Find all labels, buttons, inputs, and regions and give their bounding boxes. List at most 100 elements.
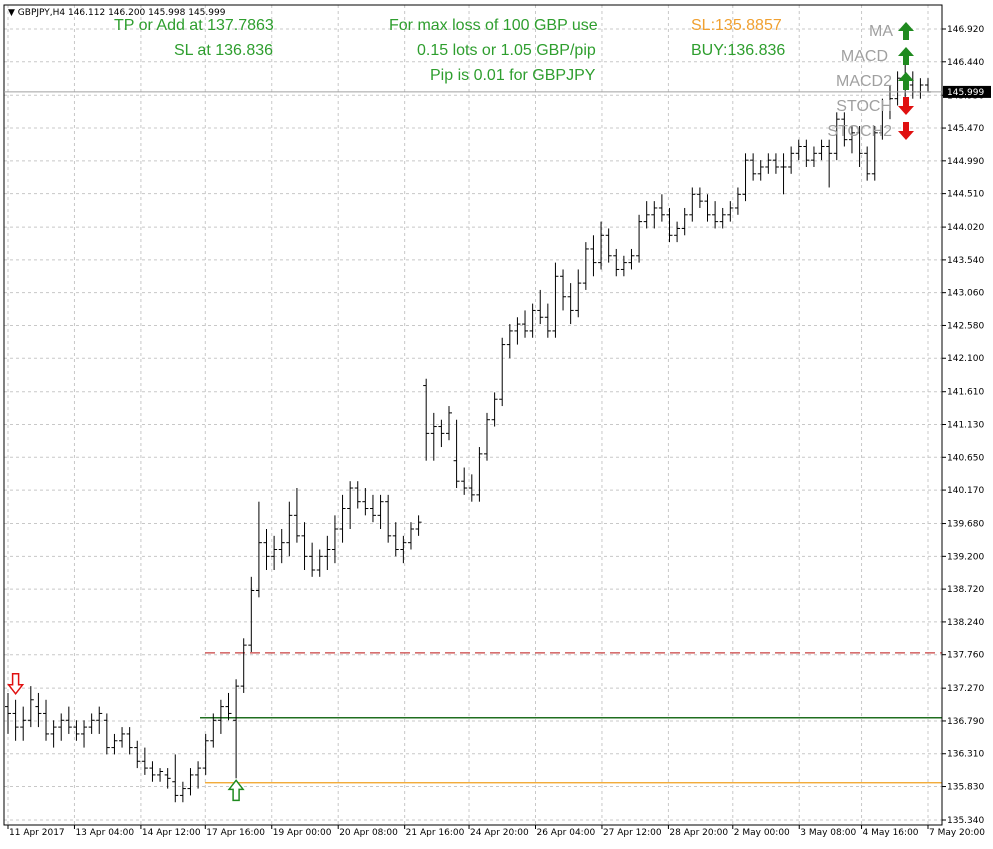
ohlc-bar [476,447,483,502]
ohlc-bar [301,522,308,570]
ohlc-bar [392,522,399,557]
ohlc-bar [141,747,148,775]
y-tick-label: 139.200 [947,552,984,562]
ohlc-bar [164,768,171,789]
ohlc-bar [514,317,521,345]
ohlc-bar [803,139,810,167]
ohlc-bar [233,679,240,779]
ohlc-bar [833,112,840,161]
ohlc-bar [149,761,156,782]
ohlc-bar [81,720,88,748]
tp-text: TP or Add at 137.7863 [114,17,274,34]
ohlc-bar [354,481,361,509]
y-tick-label: 146.440 [947,58,984,68]
buy-text: BUY:136.836 [691,42,786,59]
y-tick-label: 135.340 [947,816,984,826]
buy-signal-arrow-icon [227,779,245,802]
ohlc-bar [529,303,536,338]
current-price-box [943,85,991,98]
plot-frame [3,4,943,826]
ohlc-bar [43,699,50,741]
ohlc-bar [484,412,491,461]
ohlc-bar [65,706,72,734]
ohlc-bar [225,692,232,721]
y-tick-label: 138.240 [947,618,984,628]
ohlc-readout: 146.112 146.200 145.998 145.999 [67,8,226,18]
ohlc-bar [742,153,749,202]
ohlc-bar [103,713,110,755]
y-tick-label: 144.510 [947,190,984,200]
ohlc-bar [788,146,795,174]
ohlc-bar [172,754,179,803]
ohlc-bar [385,494,392,543]
ohlc-bar [856,125,863,167]
ohlc-bar [666,207,673,243]
ohlc-bar [826,139,833,188]
ohlc-bar [734,187,741,215]
x-tick-label: 26 Apr 04:00 [536,828,595,838]
ohlc-bar [590,235,597,277]
x-tick-label: 27 Apr 12:00 [603,828,662,838]
current-price-label: 145.999 [947,88,984,98]
ohlc-bar [780,153,787,195]
ohlc-bar [810,146,817,167]
x-tick-label: 24 Apr 20:00 [470,828,529,838]
indicator-macd2-label: MACD2 [835,73,892,90]
ohlc-bar [491,392,498,427]
ohlc-bar [73,720,80,741]
collapse-triangle-icon[interactable]: ▼ [8,8,15,18]
ohlc-bar [347,481,354,530]
ohlc-bar [248,576,255,652]
ohlc-bar [362,488,369,516]
ohlc-bar [757,160,764,181]
time-axis: 11 Apr 2017 13 Apr 04:00 14 Apr 12:00 17 Ap… [7,825,985,838]
ohlc-bar [681,207,688,236]
ohlc-bar [894,71,901,106]
ohlc-bar [795,139,802,161]
y-tick-label: 140.170 [947,486,984,496]
ohlc-bar [886,85,893,120]
ohlc-bar [210,713,217,748]
ohlc-bar [119,727,126,748]
ohlc-bar [765,153,772,174]
y-tick-label: 135.830 [947,783,984,793]
ohlc-bar [841,112,848,147]
ohlc-bar [727,201,734,222]
ohlc-bar [255,501,262,598]
y-tick-label: 143.060 [947,289,984,299]
ohlc-bar [430,412,437,461]
ohlc-bar [263,529,270,570]
arrow-up-icon [898,72,914,90]
x-tick-label: 13 Apr 04:00 [75,828,134,838]
ohlc-bar [278,529,285,564]
ohlc-bar [522,310,529,338]
x-tick-label: 11 Apr 2017 [9,828,65,838]
x-tick-label: 14 Apr 12:00 [142,828,201,838]
ohlc-bar [400,535,407,564]
ohlc-bar [324,535,331,570]
ohlc-bar [58,713,65,741]
sl-price-text: SL:135.8857 [691,17,782,34]
ohlc-bar [202,733,209,775]
ohlc-bar [468,474,475,502]
sell-signal-arrow-icon [7,673,25,696]
ohlc-bar [818,139,825,161]
chart-grid [4,5,942,825]
ohlc-bar [96,706,103,734]
x-tick-label: 19 Apr 00:00 [273,828,332,838]
x-tick-label: 7 May 20:00 [929,828,985,838]
ohlc-bar [658,194,665,222]
ohlc-bar [506,324,513,359]
ohlc-bar [620,255,627,277]
y-tick-label: 145.470 [947,124,984,134]
ohlc-bar [5,692,11,734]
indicator-ma-label: MA [869,23,893,40]
ohlc-bar [20,706,27,741]
x-tick-label: 21 Apr 16:00 [406,828,465,838]
y-tick-label: 142.580 [947,321,984,331]
arrow-down-icon [898,97,914,115]
ohlc-bar [111,733,118,755]
symbol-label: GBPJPY,H4 [17,8,66,18]
ohlc-bar [582,242,589,290]
